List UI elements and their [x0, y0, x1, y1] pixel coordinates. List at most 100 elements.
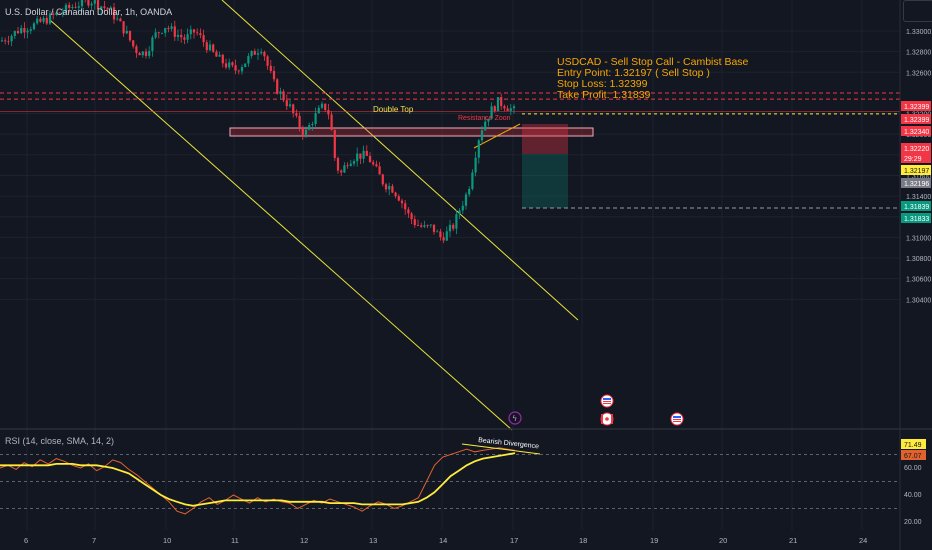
candle-body [336, 157, 340, 171]
candle-body [112, 7, 116, 20]
candle-body [349, 163, 352, 166]
rsi-tick-label: 20.00 [904, 519, 922, 526]
rsi-tick-label: 60.00 [904, 465, 922, 472]
candle-body [378, 166, 381, 175]
candle-body [52, 13, 55, 15]
candle-body [231, 62, 234, 66]
price-tag [901, 178, 931, 188]
candle-body [480, 130, 484, 141]
candle-body [452, 224, 455, 229]
bearish-divergence-line [461, 443, 541, 455]
price-tick-label: 1.30800 [906, 256, 931, 263]
candle-body [202, 35, 205, 43]
candle-body [266, 56, 269, 66]
candle-body [132, 40, 135, 47]
candle-body [247, 55, 250, 64]
candle-body [87, 0, 90, 6]
candle-body [295, 113, 298, 116]
candle-body [32, 23, 36, 30]
candle-body [407, 209, 410, 214]
price-tag [901, 143, 931, 153]
candle-body [506, 108, 509, 111]
time-tick-label: 21 [789, 536, 797, 545]
candle-body [365, 150, 368, 156]
candle-body [490, 106, 493, 119]
time-tick-label: 20 [719, 536, 727, 545]
toolbar-button[interactable] [903, 0, 932, 22]
ca-flag-icon[interactable] [600, 412, 614, 426]
candle-body [426, 225, 429, 226]
price-tag-label: 1.32399 [904, 104, 929, 111]
candle-body [141, 51, 144, 56]
descending-channel[interactable] [49, 0, 579, 431]
candle-body [90, 3, 93, 6]
candle-body [208, 44, 212, 51]
price-tag [901, 114, 931, 124]
candle-body [282, 91, 285, 101]
candle-body [346, 165, 349, 167]
take-profit-zone[interactable] [522, 154, 568, 208]
price-tag [901, 153, 931, 163]
candle-body [224, 63, 228, 68]
trade-note-line: Stop Loss: 1.32399 [557, 78, 648, 90]
trade-note-line: Take Profit: 1.31839 [557, 89, 651, 101]
candle-body [330, 114, 333, 131]
lightning-icon[interactable]: ϟ [508, 411, 522, 425]
candle-body [189, 29, 192, 35]
candle-body [20, 27, 23, 34]
time-tick-label: 6 [24, 536, 28, 545]
candle-body [320, 103, 324, 108]
candle-body [458, 210, 461, 215]
rsi-axis[interactable]: 71.49 67.07 60.00 40.00 20.00 [901, 439, 926, 526]
candle-body [292, 104, 295, 114]
time-tick-label: 19 [650, 536, 658, 545]
price-tick-label: 1.32800 [906, 50, 931, 57]
candle-body [180, 34, 183, 38]
time-tick-label: 17 [510, 536, 518, 545]
candle-body [212, 44, 215, 52]
candle-body [420, 225, 423, 227]
candle-body [157, 32, 160, 34]
candle-body [327, 110, 330, 115]
candle-body [304, 129, 308, 135]
resistance-zone-box[interactable] [229, 127, 594, 137]
candle-body [477, 140, 480, 158]
candle-body [55, 12, 58, 15]
candle-body [340, 170, 343, 173]
candle-body [7, 41, 10, 43]
candle-body [237, 70, 240, 72]
candle-body [368, 155, 372, 163]
candle-body [388, 186, 391, 190]
price-tag-label: 1.32399 [904, 117, 929, 124]
candle-body [170, 26, 173, 29]
candle-body [61, 11, 64, 14]
candle-body [468, 188, 471, 195]
time-tick-label: 24 [859, 536, 867, 545]
double-top-label: Double Top [373, 105, 414, 114]
candle-body [269, 65, 272, 71]
candle-body [474, 157, 477, 173]
time-axis[interactable]: 6 7 10 11 12 13 14 17 18 19 20 21 24 [24, 536, 867, 545]
candle-body [471, 172, 474, 189]
price-tag-label: 1.32220 [904, 146, 929, 153]
candle-body [64, 4, 68, 12]
candle-body [250, 51, 253, 56]
symbol-title: U.S. Dollar / Canadian Dollar, 1h, OANDA [5, 7, 173, 17]
candle-body [68, 4, 71, 9]
candle-body [116, 18, 119, 20]
candle-body [218, 54, 221, 57]
candle-body [103, 6, 106, 8]
time-tick-label: 14 [439, 536, 447, 545]
candle-body [183, 37, 186, 40]
candle-body [173, 26, 176, 37]
stop-loss-zone[interactable] [522, 124, 568, 154]
candle-body [256, 53, 260, 55]
rsi-tag [901, 450, 926, 460]
us-flag-icon[interactable] [600, 394, 614, 408]
rsi-tick-label: 40.00 [904, 492, 922, 499]
candle-body [260, 51, 263, 54]
us-flag-icon[interactable] [670, 412, 684, 426]
time-tick-label: 13 [369, 536, 377, 545]
price-tag-label: 1.32340 [904, 129, 929, 136]
